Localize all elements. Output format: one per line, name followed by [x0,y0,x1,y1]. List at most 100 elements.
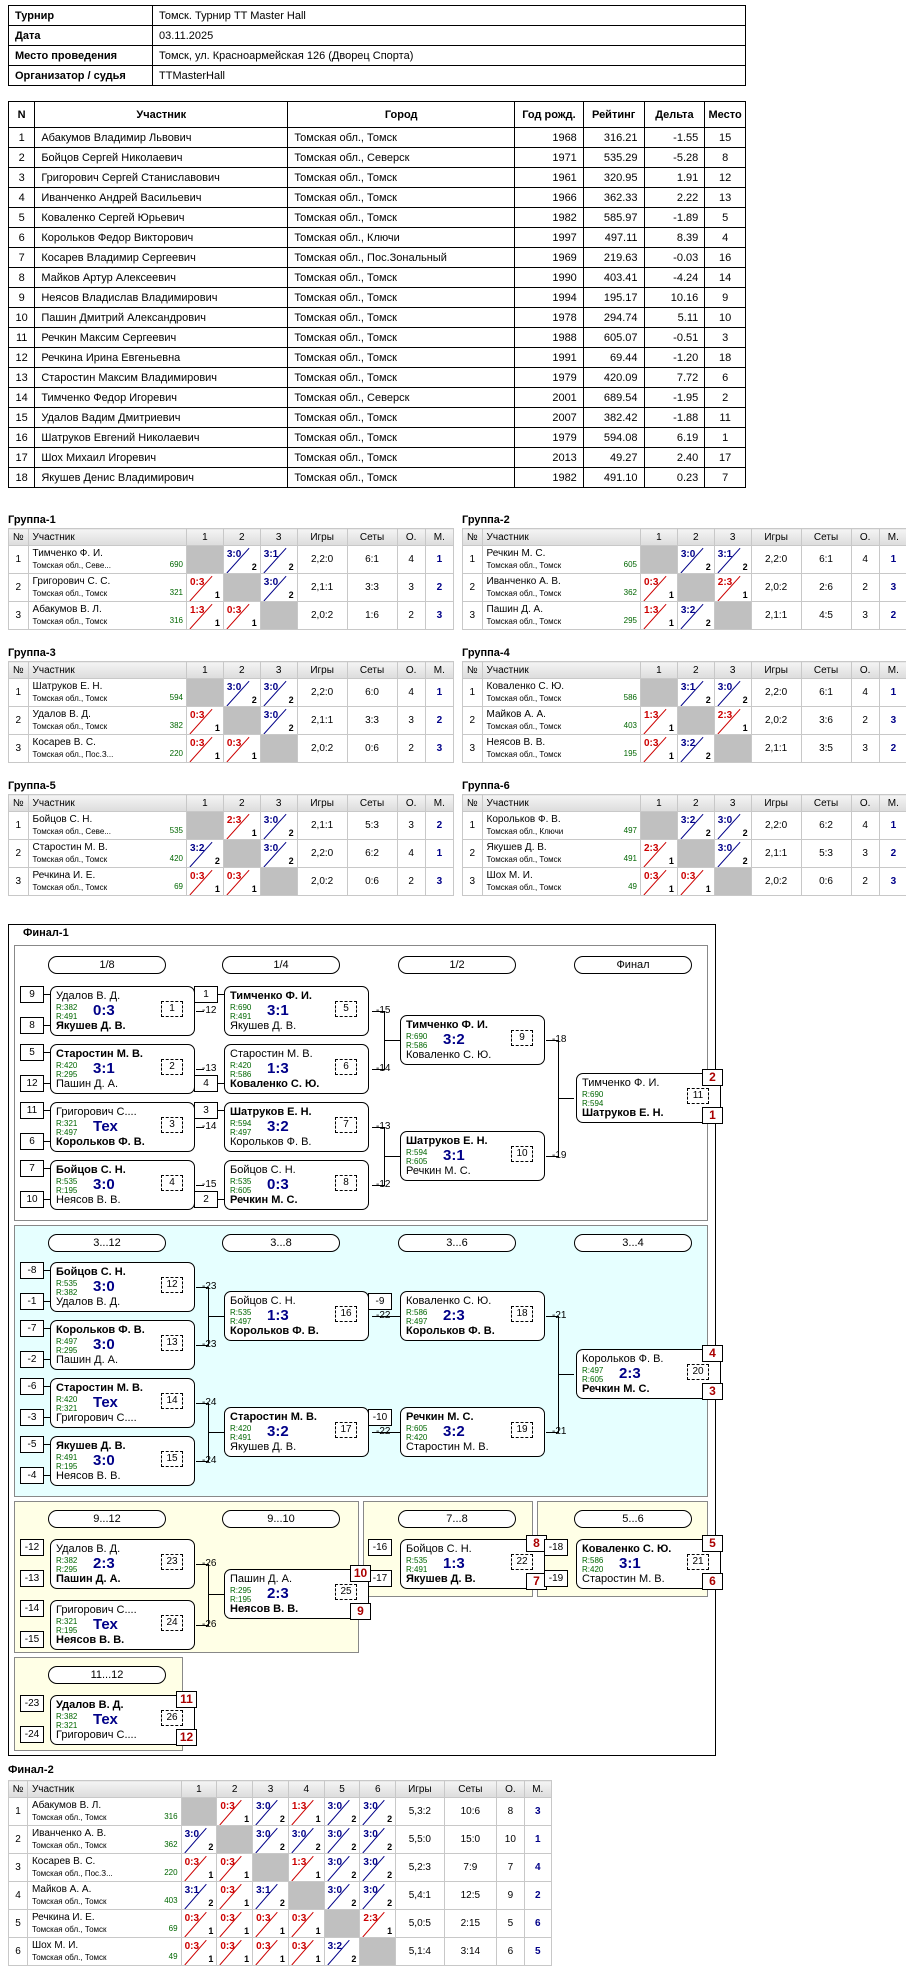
score-cell: 0:3 1 [639,573,678,602]
player-cell: 16 [704,247,746,268]
match-rating1: R:690 [582,1090,604,1099]
player-cell: 11 [704,407,746,428]
participant-city: Томская обл., Ключи [486,826,564,836]
games-cell: 2,0:2 [750,706,802,735]
score-slash [255,1827,278,1853]
sets-cell: 15:0 [443,1825,498,1854]
sets-cell: 6:2 [346,839,398,868]
participant-rating: 403 [623,721,637,730]
participant-rating: 362 [623,588,637,597]
games-cell: 2,1:1 [750,601,802,630]
group-header-cell: М. [878,528,906,546]
score-points: 2 [288,590,294,600]
games-cell: 2,1:1 [750,839,802,868]
player-row: 11 Речкин Максим Сергеевич Томская обл., Т… [7,327,746,348]
score-cell: 0:3 1 [185,573,224,602]
bracket-line [546,1040,558,1041]
final-place: 6 [702,1573,723,1590]
player-cell: Корольков Федор Викторович [34,227,289,248]
loser-destination: -19 [552,1150,567,1161]
group-title: Группа-4 [462,647,510,659]
participant-rating: 316 [164,1812,178,1821]
games-cell: 2,0:2 [750,573,802,602]
score-points: 1 [251,828,257,838]
group-row: 2 Иванченко А. В. Томская обл., Томск 362 0:… [462,573,906,602]
score-cell: 3:0 2 [287,1825,325,1854]
sets-cell: 3:5 [800,734,852,763]
match-result: 2:3 [267,1585,289,1602]
points-cell: 3 [850,601,880,630]
group-row: 1 Шатруков Е. Н. Томская обл., Томск 594 3:0… [8,678,455,707]
participant-city: Томская обл., Томск [32,882,108,892]
player-cell: 9 [7,287,36,308]
participant-name: Косарев В. С. [31,1855,96,1867]
sets-cell: 5:3 [346,811,398,840]
score-points: 1 [251,884,257,894]
score-cell: 0:3 1 [180,1937,218,1966]
final-place: 9 [350,1603,371,1620]
score-slash [189,575,213,601]
participant-name: Абакумов В. Л. [31,1799,102,1811]
player-row: 13 Старостин Максим Владимирович Томская о… [7,367,746,388]
score-value: 3:0 [327,1857,343,1868]
loser-destination: -23 [202,1339,217,1350]
group-title: Группа-5 [8,780,56,792]
score-points: 2 [387,1870,393,1880]
participant-rating: 586 [623,693,637,702]
seed-box: 5 [20,1044,44,1061]
match-rating2: R:586 [230,1070,252,1079]
points-cell: 2 [850,706,880,735]
score-value: 3:0 [256,1801,271,1812]
score-value: 3:2 [189,843,205,854]
player-cell: 535.29 [582,147,645,168]
score-value: 3:0 [263,577,279,588]
group-header-row: № Участник 1 2 3 4 5 6 Игры Сеты О. М. [8,1780,553,1798]
score-cell: 0:3 1 [185,706,224,735]
match-rating2: R:321 [56,1404,78,1413]
group-table: № Участник 1 2 3 Игры Сеты О. М. 1 Бойцов С. Н. Том… [8,794,455,896]
participant-city: Томская обл., Томск [31,1924,107,1934]
participant-rating: 497 [623,826,637,835]
match-number: 21 [687,1554,709,1570]
score-value: 0:3 [226,605,242,616]
player-cell: Косарев Владимир Сергеевич [34,247,289,268]
match-player1: Коваленко С. Ю. [582,1543,672,1555]
score-slash [255,1799,278,1825]
player-row: 16 Шатруков Евгений Николаевич Томская обл… [7,427,746,448]
loser-destination: -15 [202,1179,217,1190]
match-player1: Пашин Д. А. [230,1573,293,1585]
player-cell: 18 [704,347,746,368]
participant-name: Бойцов С. Н. [32,813,93,825]
score-value: 0:3 [291,1913,307,1924]
loser-destination: -18 [552,1034,567,1045]
score-points: 1 [244,1954,250,1964]
score-slash [263,708,287,734]
participant-cell: Неясов В. В. Томская обл., Томск 195 [481,734,641,763]
seed-box: 9 [20,986,44,1003]
group-header-cell: 1 [185,661,224,679]
bracket-line [196,1069,204,1070]
place-cell: 2 [878,734,906,763]
match-player1: Григорович С.... [56,1106,137,1118]
participant-name: Абакумов В. Л. [32,603,102,615]
player-cell: 6.19 [643,427,706,448]
seed-box: 3 [194,1102,218,1119]
match-rating2: R:195 [56,1462,78,1471]
score-cell: 1:3 1 [287,1797,325,1826]
match-rating1: R:497 [56,1337,78,1346]
match-rating1: R:420 [56,1395,78,1404]
bracket-line [372,1011,384,1012]
score-cell: 2:3 1 [222,811,261,840]
group-title: Группа-2 [462,514,510,526]
group-header-cell: 2 [216,1780,254,1798]
player-cell: 8 [704,147,746,168]
participant-rating: 690 [169,560,183,569]
group-row-num: 2 [8,706,29,735]
player-row: 1 Абакумов Владимир Львович Томская обл., … [7,127,746,148]
score-points: 2 [288,828,294,838]
bracket-line [208,1316,224,1317]
participant-city: Томская обл., Томск [32,616,108,626]
participant-city: Томская обл., Томск [486,882,562,892]
score-value: 3:1 [263,549,279,560]
player-row: 17 Шох Михаил Игоревич Томская обл., Томск… [7,447,746,468]
